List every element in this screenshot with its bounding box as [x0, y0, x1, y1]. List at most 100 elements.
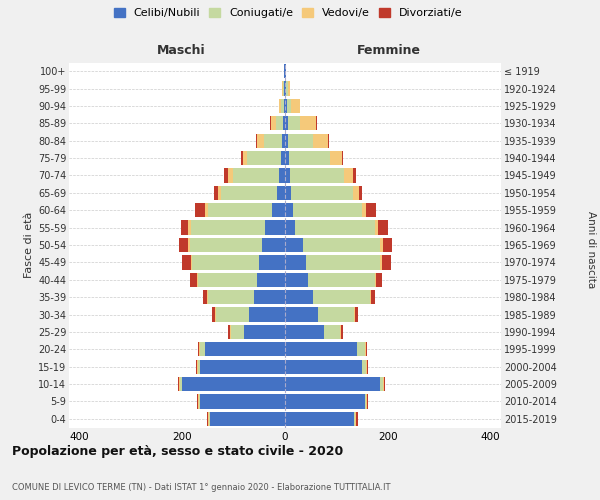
- Bar: [287, 99, 290, 113]
- Bar: [196, 360, 197, 374]
- Bar: [285, 412, 355, 426]
- Bar: [285, 377, 380, 391]
- Bar: [291, 186, 353, 200]
- Bar: [188, 220, 191, 234]
- Bar: [265, 220, 285, 234]
- Bar: [287, 116, 301, 130]
- Bar: [365, 342, 366, 356]
- Bar: [218, 186, 221, 200]
- Bar: [276, 116, 283, 130]
- Bar: [272, 203, 285, 218]
- Bar: [367, 360, 368, 374]
- Bar: [286, 82, 287, 96]
- Bar: [283, 116, 285, 130]
- Bar: [199, 394, 200, 408]
- Bar: [181, 220, 188, 234]
- Bar: [380, 377, 383, 391]
- Bar: [197, 394, 198, 408]
- Bar: [283, 82, 284, 96]
- Bar: [362, 360, 366, 374]
- Bar: [200, 360, 285, 374]
- Bar: [193, 256, 259, 270]
- Bar: [293, 203, 362, 218]
- Bar: [371, 290, 375, 304]
- Bar: [362, 203, 366, 218]
- Bar: [375, 220, 377, 234]
- Bar: [290, 168, 344, 182]
- Bar: [195, 203, 205, 218]
- Bar: [221, 186, 277, 200]
- Bar: [285, 99, 287, 113]
- Text: Femmine: Femmine: [356, 44, 421, 58]
- Bar: [357, 342, 365, 356]
- Bar: [301, 116, 316, 130]
- Bar: [285, 134, 287, 148]
- Bar: [182, 256, 191, 270]
- Text: Maschi: Maschi: [157, 44, 206, 58]
- Bar: [380, 238, 383, 252]
- Bar: [285, 272, 308, 287]
- Bar: [241, 151, 244, 165]
- Bar: [209, 412, 211, 426]
- Bar: [285, 238, 303, 252]
- Bar: [191, 256, 193, 270]
- Bar: [233, 168, 279, 182]
- Bar: [197, 360, 200, 374]
- Bar: [383, 377, 384, 391]
- Bar: [367, 394, 368, 408]
- Bar: [308, 272, 375, 287]
- Text: Anni di nascita: Anni di nascita: [586, 212, 596, 288]
- Bar: [231, 325, 244, 339]
- Bar: [205, 342, 285, 356]
- Bar: [247, 151, 281, 165]
- Bar: [178, 377, 179, 391]
- Bar: [265, 134, 283, 148]
- Bar: [355, 412, 356, 426]
- Bar: [197, 272, 257, 287]
- Bar: [179, 238, 188, 252]
- Bar: [356, 412, 358, 426]
- Bar: [285, 256, 305, 270]
- Bar: [287, 82, 290, 96]
- Bar: [353, 168, 356, 182]
- Bar: [179, 377, 182, 391]
- Bar: [282, 82, 283, 96]
- Bar: [285, 325, 323, 339]
- Bar: [200, 342, 205, 356]
- Bar: [316, 116, 317, 130]
- Bar: [212, 308, 215, 322]
- Bar: [295, 220, 375, 234]
- Bar: [244, 151, 247, 165]
- Bar: [215, 308, 249, 322]
- Text: COMUNE DI LEVICO TERME (TN) - Dati ISTAT 1° gennaio 2020 - Elaborazione TUTTITAL: COMUNE DI LEVICO TERME (TN) - Dati ISTAT…: [12, 484, 391, 492]
- Bar: [190, 272, 197, 287]
- Bar: [375, 272, 376, 287]
- Bar: [224, 168, 229, 182]
- Bar: [285, 203, 293, 218]
- Bar: [366, 360, 367, 374]
- Bar: [284, 99, 285, 113]
- Y-axis label: Fasce di età: Fasce di età: [23, 212, 34, 278]
- Legend: Celibi/Nubili, Coniugati/e, Vedovi/e, Divorziati/e: Celibi/Nubili, Coniugati/e, Vedovi/e, Di…: [112, 6, 464, 20]
- Bar: [380, 256, 382, 270]
- Bar: [200, 394, 285, 408]
- Bar: [353, 186, 359, 200]
- Bar: [289, 151, 330, 165]
- Bar: [305, 256, 380, 270]
- Bar: [249, 308, 285, 322]
- Text: Popolazione per età, sesso e stato civile - 2020: Popolazione per età, sesso e stato civil…: [12, 444, 343, 458]
- Bar: [279, 99, 281, 113]
- Bar: [285, 151, 289, 165]
- Bar: [285, 116, 287, 130]
- Bar: [229, 168, 233, 182]
- Bar: [269, 116, 271, 130]
- Bar: [328, 134, 329, 148]
- Bar: [319, 308, 355, 322]
- Bar: [285, 360, 362, 374]
- Bar: [257, 272, 285, 287]
- Bar: [366, 394, 367, 408]
- Bar: [208, 412, 209, 426]
- Bar: [211, 412, 285, 426]
- Bar: [365, 394, 366, 408]
- Bar: [283, 134, 285, 148]
